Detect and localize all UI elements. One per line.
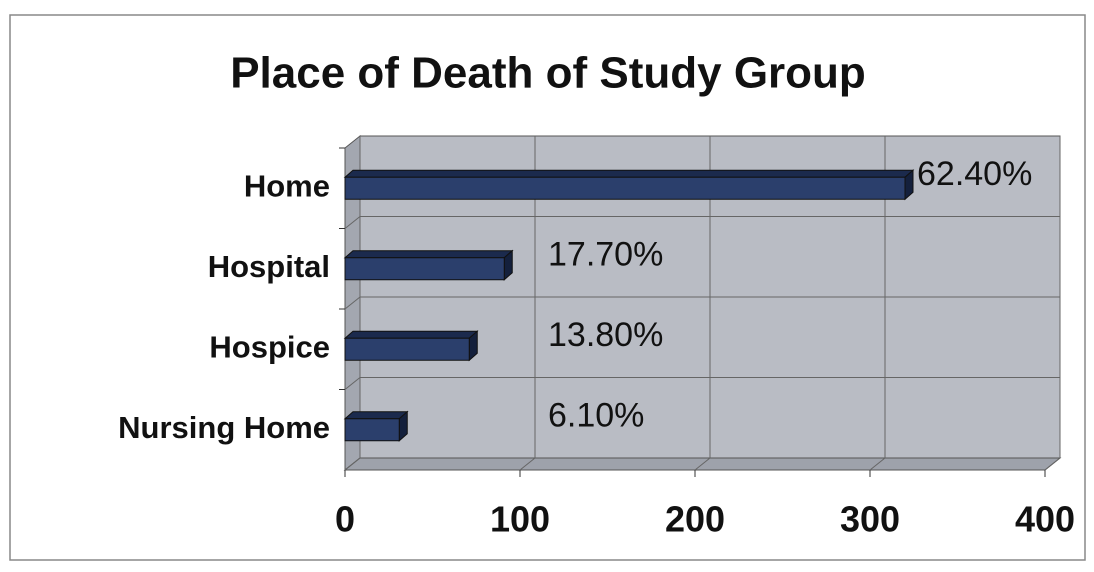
bar-front bbox=[344, 418, 400, 442]
data-label: 17.70% bbox=[548, 236, 663, 274]
data-label: 62.40% bbox=[917, 155, 1032, 193]
bar bbox=[343, 410, 409, 442]
y-tick-label: Hospice bbox=[209, 329, 330, 364]
x-tick-label: 200 bbox=[665, 499, 725, 540]
bar-front bbox=[344, 257, 505, 281]
y-tick-label: Nursing Home bbox=[118, 410, 330, 445]
category-separator bbox=[344, 296, 361, 310]
x-tick-label: 100 bbox=[490, 499, 550, 540]
grid-line bbox=[1044, 457, 1061, 471]
chart-title: Place of Death of Study Group bbox=[230, 49, 866, 98]
bar bbox=[343, 169, 915, 201]
bar-top bbox=[343, 250, 514, 259]
x-tick-label: 300 bbox=[840, 499, 900, 540]
y-tick-label: Home bbox=[244, 168, 330, 203]
bar bbox=[343, 249, 514, 281]
bar-front bbox=[344, 337, 470, 361]
bar bbox=[343, 330, 479, 362]
bar-top bbox=[343, 330, 479, 339]
bar-front bbox=[344, 176, 906, 200]
grid-line bbox=[519, 457, 536, 471]
grid-line bbox=[694, 457, 711, 471]
x-tick-label: 400 bbox=[1015, 499, 1075, 540]
grid-line bbox=[869, 457, 886, 471]
x-tick-label: 0 bbox=[335, 499, 355, 540]
bar-top bbox=[343, 169, 915, 178]
data-label: 13.80% bbox=[548, 316, 663, 354]
category-separator bbox=[344, 216, 361, 229]
y-tick-label: Hospital bbox=[208, 249, 330, 284]
bar-top bbox=[343, 411, 409, 420]
grid-line bbox=[344, 457, 361, 471]
category-separator bbox=[344, 377, 361, 390]
data-label: 6.10% bbox=[548, 397, 644, 435]
